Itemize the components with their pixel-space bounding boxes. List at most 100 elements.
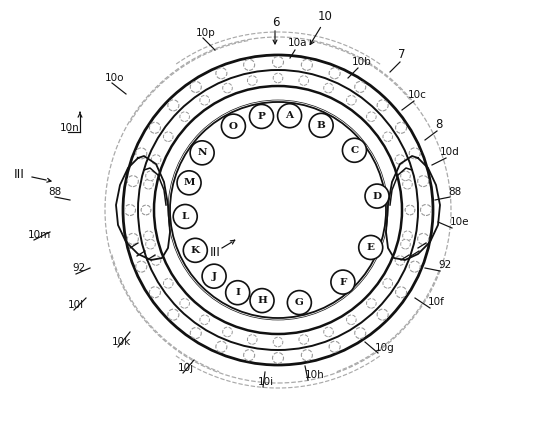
Circle shape: [200, 95, 210, 105]
Circle shape: [324, 327, 333, 337]
Circle shape: [377, 100, 388, 111]
Circle shape: [331, 270, 355, 294]
Circle shape: [365, 184, 389, 208]
Circle shape: [395, 256, 405, 265]
Circle shape: [216, 341, 227, 352]
Text: E: E: [367, 243, 375, 252]
Text: 88: 88: [48, 187, 61, 197]
Text: O: O: [229, 122, 238, 131]
Text: K: K: [191, 246, 200, 255]
Circle shape: [190, 81, 201, 92]
Circle shape: [395, 287, 406, 298]
Text: G: G: [295, 298, 304, 307]
Circle shape: [329, 341, 340, 352]
Circle shape: [202, 264, 226, 288]
Text: A: A: [286, 111, 294, 120]
Text: H: H: [257, 296, 267, 305]
Circle shape: [377, 309, 388, 320]
Circle shape: [409, 261, 420, 272]
Circle shape: [163, 132, 173, 142]
Circle shape: [383, 278, 393, 288]
Text: 10c: 10c: [408, 90, 427, 100]
Circle shape: [125, 204, 136, 216]
Circle shape: [272, 56, 284, 68]
Circle shape: [190, 141, 214, 165]
Circle shape: [127, 176, 138, 187]
Text: L: L: [182, 212, 189, 221]
Text: 8: 8: [435, 119, 443, 132]
Circle shape: [127, 233, 138, 244]
Circle shape: [342, 138, 366, 162]
Circle shape: [146, 239, 155, 249]
Circle shape: [301, 59, 312, 70]
Text: J: J: [212, 271, 217, 281]
Circle shape: [403, 231, 412, 241]
Circle shape: [299, 335, 309, 344]
Text: 6: 6: [272, 16, 280, 29]
Circle shape: [401, 171, 410, 181]
Text: 10p: 10p: [196, 28, 216, 38]
Text: 10j: 10j: [178, 363, 194, 373]
Text: P: P: [257, 112, 265, 121]
Text: F: F: [339, 278, 346, 287]
Circle shape: [180, 112, 190, 122]
Circle shape: [177, 171, 201, 195]
Circle shape: [324, 83, 333, 93]
Text: 10e: 10e: [450, 217, 469, 227]
Text: 92: 92: [72, 263, 85, 273]
Circle shape: [405, 205, 415, 215]
Text: D: D: [373, 191, 381, 200]
Circle shape: [409, 148, 420, 159]
Circle shape: [395, 155, 405, 164]
Circle shape: [366, 112, 376, 122]
Text: 10f: 10f: [428, 297, 445, 307]
Circle shape: [151, 155, 161, 164]
Circle shape: [141, 205, 151, 215]
Circle shape: [272, 352, 284, 363]
Text: B: B: [317, 121, 326, 130]
Text: M: M: [183, 178, 195, 187]
Circle shape: [163, 278, 173, 288]
Circle shape: [221, 114, 245, 138]
Text: I: I: [235, 288, 240, 297]
Text: 10a: 10a: [288, 38, 307, 48]
Circle shape: [146, 171, 155, 181]
Circle shape: [359, 236, 383, 259]
Circle shape: [366, 298, 376, 308]
Circle shape: [273, 73, 283, 83]
Text: 92: 92: [438, 260, 451, 270]
Circle shape: [355, 81, 366, 92]
Text: 10: 10: [318, 10, 333, 23]
Text: 10k: 10k: [112, 337, 131, 347]
Circle shape: [309, 113, 333, 137]
Circle shape: [273, 337, 283, 347]
Circle shape: [250, 289, 274, 313]
Circle shape: [223, 83, 232, 93]
Circle shape: [418, 233, 429, 244]
Circle shape: [136, 148, 147, 159]
Text: 10g: 10g: [375, 343, 395, 353]
Circle shape: [346, 315, 356, 325]
Text: 10m: 10m: [28, 230, 51, 240]
Circle shape: [346, 95, 356, 105]
Circle shape: [168, 309, 179, 320]
Circle shape: [136, 261, 147, 272]
Circle shape: [420, 204, 431, 216]
Circle shape: [244, 59, 255, 70]
Circle shape: [183, 238, 207, 262]
Text: 10d: 10d: [440, 147, 460, 157]
Circle shape: [287, 291, 311, 314]
Circle shape: [355, 327, 366, 339]
Circle shape: [200, 315, 210, 325]
Circle shape: [150, 122, 161, 133]
Circle shape: [403, 179, 412, 189]
Circle shape: [168, 100, 179, 111]
Circle shape: [405, 205, 415, 215]
Circle shape: [180, 298, 190, 308]
Text: III: III: [14, 168, 25, 181]
Circle shape: [190, 327, 201, 339]
Text: 7: 7: [398, 48, 405, 61]
Circle shape: [223, 327, 232, 337]
Circle shape: [144, 179, 153, 189]
Circle shape: [301, 350, 312, 361]
